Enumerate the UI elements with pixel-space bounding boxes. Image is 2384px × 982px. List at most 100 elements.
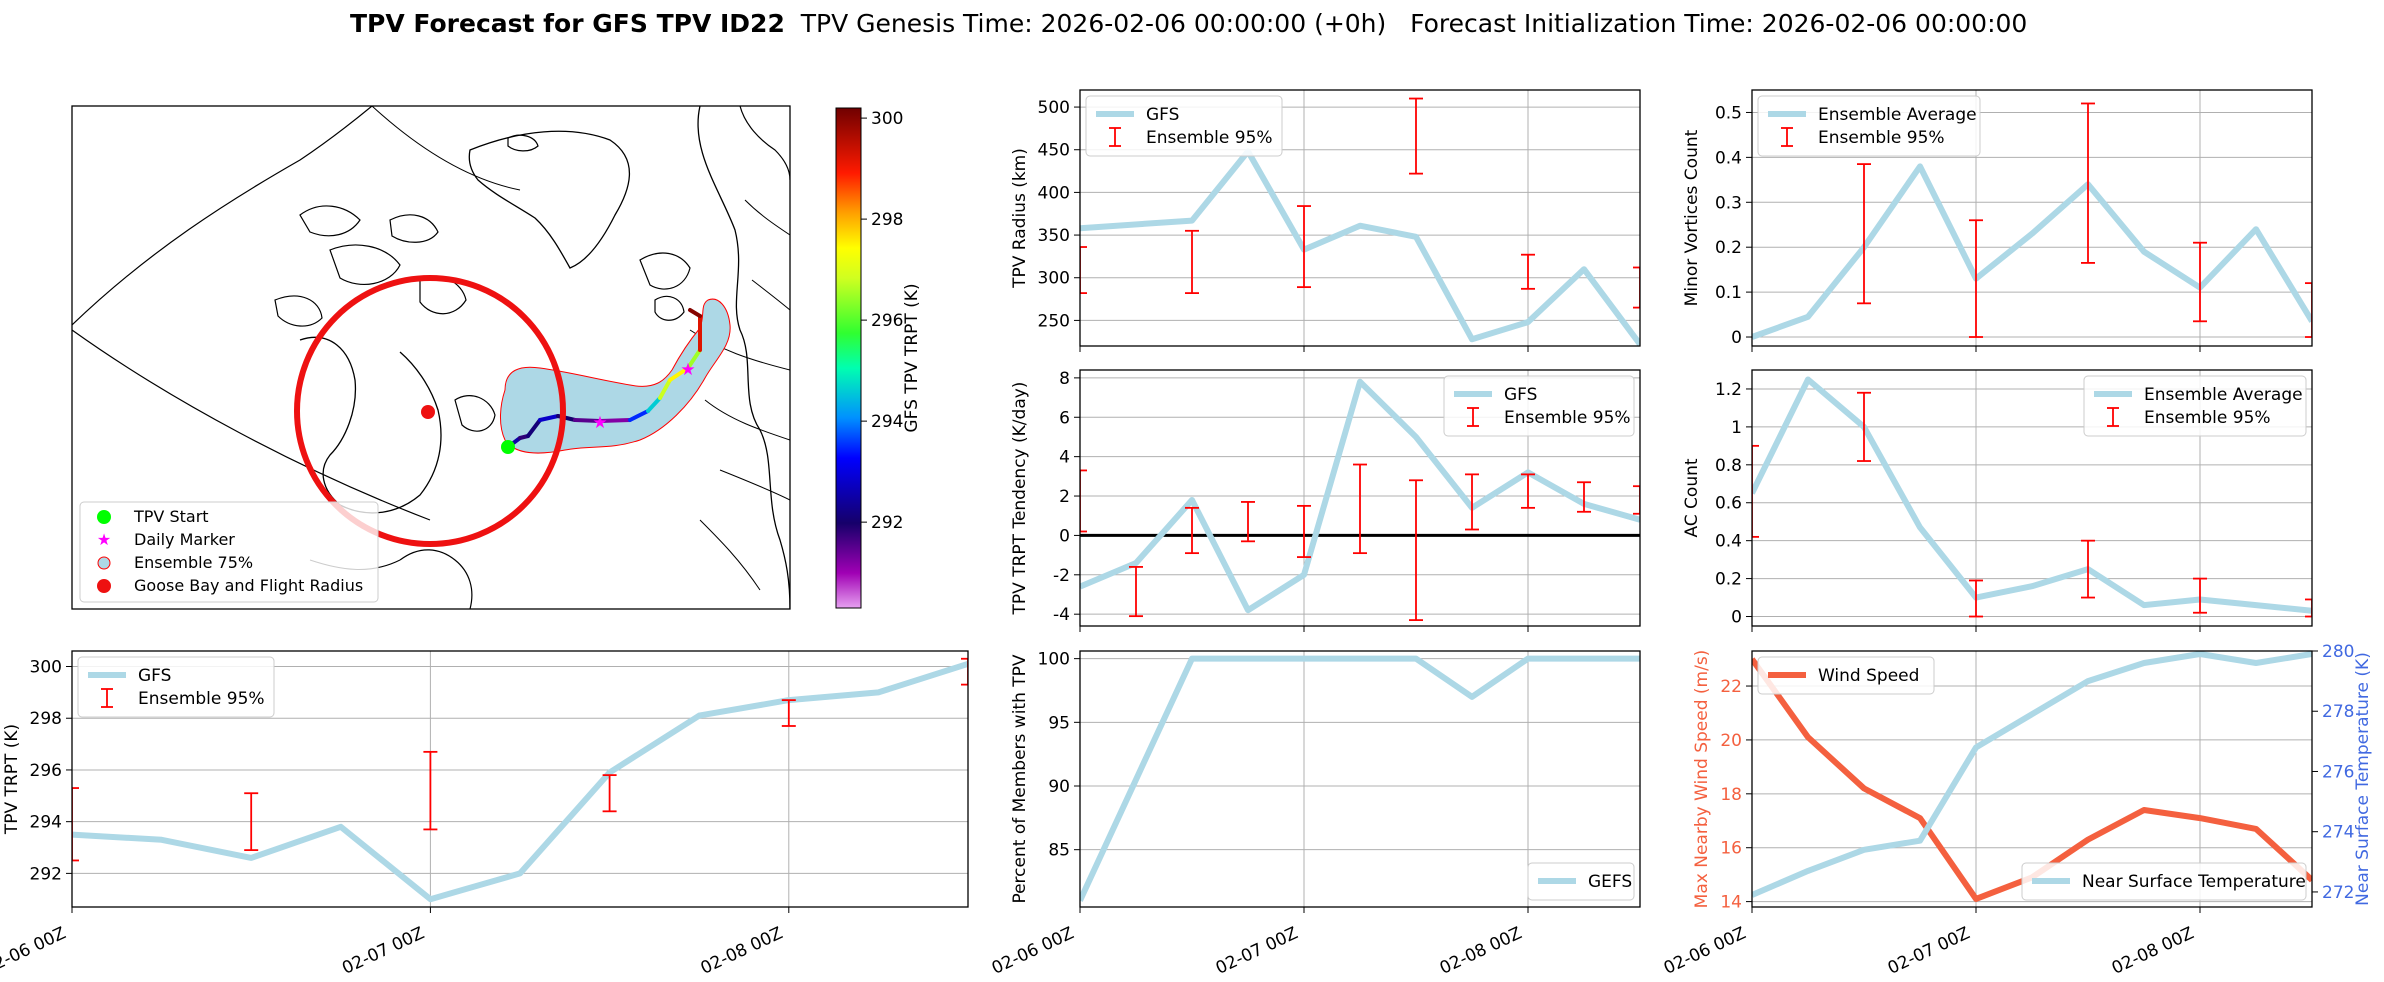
ac-count-ytick-label: 0.2 xyxy=(1715,570,1742,590)
percent-members-xtick-label: 02-06 00Z xyxy=(989,923,1077,978)
tpv-track-segment xyxy=(628,409,650,422)
goose-bay-marker-icon xyxy=(97,579,111,593)
figure-title-rest: TPV Genesis Time: 2026-02-06 00:00:00 (+… xyxy=(785,9,2027,38)
map-coastline-europe xyxy=(697,106,790,609)
map-legend-tpv-start: TPV Start xyxy=(133,507,209,526)
map-legend-ensemble: Ensemble 75% xyxy=(134,553,253,572)
minor-vortices-errorbar xyxy=(2193,241,2207,323)
tendency-errorbar xyxy=(1185,506,1199,555)
ac-count-frame xyxy=(1751,369,2313,627)
tendency-plot-area xyxy=(1080,378,1640,621)
radius-errorbar xyxy=(1633,266,1640,309)
ac-count-legend-label: Ensemble Average xyxy=(2144,385,2303,405)
tendency-ytick-label: 8 xyxy=(1059,369,1070,389)
trpt-ylabel: TPV TRPT (K) xyxy=(2,724,22,835)
colorbar: 292 294 296 298 300 GFS TPV TRPT (K) xyxy=(835,107,922,609)
minor-vortices-chart: 0 0.1 0.2 0.3 0.4 0.5 Minor Vortices Count Ense… xyxy=(1682,89,2313,352)
trpt-legend-box xyxy=(77,656,275,718)
colorbar-ticks: 292 294 296 298 300 xyxy=(861,109,903,533)
map-border-line xyxy=(719,469,790,501)
trpt-xtick-label: 02-06 00Z xyxy=(0,923,69,978)
wind-temperature-series-line xyxy=(1752,651,2312,898)
map-coastline-iceland xyxy=(507,134,539,152)
colorbar-tick-label: 300 xyxy=(871,109,903,129)
wind-temperature-ytick2-label: 274 xyxy=(2322,823,2354,843)
percent-members-series-line xyxy=(1080,655,1640,902)
map-boundary-line xyxy=(72,106,373,326)
tendency-errorbar xyxy=(1409,479,1423,621)
radius-legend-box xyxy=(1085,95,1283,157)
radius-legend-label: Ensemble 95% xyxy=(1146,128,1273,148)
radius-errorbar xyxy=(1185,229,1199,294)
percent-members-ytick-label: 85 xyxy=(1048,841,1070,861)
ac-count-errorbar xyxy=(1969,579,1983,618)
trpt-legend-label: Ensemble 95% xyxy=(138,689,265,709)
minor-vortices-errorbar xyxy=(2305,282,2312,338)
trpt-ytick-label: 298 xyxy=(30,709,62,729)
tendency-legend-label: Ensemble 95% xyxy=(1504,408,1631,428)
minor-vortices-frame xyxy=(1751,89,2313,347)
temperature-legend-label: Near Surface Temperature xyxy=(2082,872,2306,892)
wind-temperature-ytick-label: 16 xyxy=(1720,839,1742,859)
trpt-errorbar xyxy=(781,699,796,727)
trpt-xtick-label: 02-07 00Z xyxy=(339,923,427,978)
daily-marker-star-icon: ★ xyxy=(592,413,607,433)
tendency-ytick-label: -4 xyxy=(1053,605,1070,625)
tendency-series-line xyxy=(1080,378,1640,614)
radius-ytick-label: 300 xyxy=(1038,269,1070,289)
trpt-xtick-label: 02-08 00Z xyxy=(698,923,786,978)
trpt-errorbar xyxy=(72,787,79,862)
trpt-ytick-label: 296 xyxy=(30,761,62,781)
tpv-track-segment xyxy=(686,348,702,370)
wind-speed-legend-label: Wind Speed xyxy=(1818,666,1919,686)
tendency-errorbar xyxy=(1241,501,1255,543)
daily-marker-star-icon: ★ xyxy=(97,530,111,549)
tendency-errorbar xyxy=(1080,469,1087,533)
minor-vortices-errorbar xyxy=(1969,219,1983,338)
map-border-line xyxy=(751,279,790,311)
tendency-errorbar xyxy=(1633,485,1640,515)
trpt-errorbar xyxy=(602,774,617,813)
radius-ylabel: TPV Radius (km) xyxy=(1010,148,1030,289)
temperature-legend: Near Surface Temperature xyxy=(2021,862,2307,901)
ac-count-legend-label: Ensemble 95% xyxy=(2144,408,2271,428)
wind-temperature-ytick2-label: 276 xyxy=(2322,762,2354,782)
temperature-legend-box xyxy=(2021,862,2307,901)
ac-count-errorbar xyxy=(2081,539,2095,599)
map-coastline xyxy=(739,106,790,181)
trpt-legend: GFS Ensemble 95% xyxy=(77,656,275,718)
minor-vortices-errorbar xyxy=(1857,163,1871,305)
trpt-ytick-label: 292 xyxy=(30,864,62,884)
map-legend-box xyxy=(79,501,379,603)
wind-temperature-xtick-label: 02-06 00Z xyxy=(1661,923,1749,978)
map-coastline xyxy=(389,214,439,243)
tendency-ytick-label: 4 xyxy=(1059,448,1070,468)
flight-radius-circle xyxy=(294,275,566,547)
ensemble-patch-icon xyxy=(97,556,111,570)
ac-count-legend-box xyxy=(2083,375,2307,437)
minor-vortices-legend-box xyxy=(1757,95,1981,157)
tendency-errorbar xyxy=(1577,481,1591,513)
ac-count-ytick-label: 0.8 xyxy=(1715,456,1742,476)
tendency-ytick-label: 0 xyxy=(1059,526,1070,546)
wind-temperature-ylabel2: Near Surface Temperature (K) xyxy=(2353,652,2373,906)
tpv-track-segment xyxy=(688,308,702,318)
figure-title: TPV Forecast for GFS TPV ID22 TPV Genesi… xyxy=(350,9,2027,38)
tendency-ytick-label: 2 xyxy=(1059,487,1070,507)
tendency-legend-errorbar-icon xyxy=(1467,407,1479,427)
ac-count-errorbar xyxy=(2305,598,2312,618)
colorbar-gradient xyxy=(835,107,862,609)
map-panel: ★ ★ ★ TPV Start Daily Marker Ensemble 75… xyxy=(71,105,922,610)
map-border-line xyxy=(704,399,790,441)
colorbar-tick-label: 298 xyxy=(871,210,903,230)
radius-frame xyxy=(1079,89,1641,347)
trpt-ytick-label: 294 xyxy=(30,813,62,833)
radius-chart: 250 300 350 400 450 500 TPV Radius (km) GFS Ense… xyxy=(1010,89,1641,352)
minor-vortices-errorbar xyxy=(2081,102,2095,264)
percent-members-legend: GEFS xyxy=(1527,862,1635,901)
tpv-track-segment xyxy=(598,418,632,423)
minor-vortices-legend: Ensemble Average Ensemble 95% xyxy=(1757,95,1981,157)
percent-members-frame xyxy=(1079,650,1641,908)
map-coastline xyxy=(654,295,685,321)
tpv-track-segment xyxy=(573,418,602,423)
